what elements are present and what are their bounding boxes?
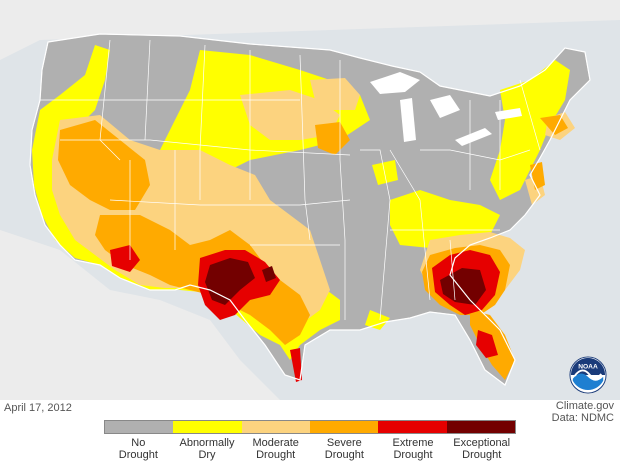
legend-label-severe: Severe Drought — [310, 437, 379, 461]
connecticut-orange — [540, 115, 568, 135]
us-outline — [29, 33, 591, 386]
drought-map-svg — [0, 0, 620, 400]
dakota-tan — [240, 90, 340, 140]
lake-michigan — [400, 98, 416, 142]
legend-label-line2: Drought — [462, 449, 502, 461]
legend-label-abnormally-dry: Abnormally Dry — [173, 437, 242, 461]
legend-label-line1: Exceptional — [453, 437, 511, 449]
illinois-yellow — [372, 160, 398, 185]
credit-data-source: Data: NDMC — [551, 412, 614, 424]
noaa-text: NOAA — [578, 363, 598, 370]
legend-swatch-severe — [309, 421, 379, 433]
noaa-logo-icon: NOAA — [569, 356, 607, 394]
legend-swatch-exceptional — [446, 421, 515, 433]
canada-land — [0, 0, 620, 60]
legend-swatch-abnormally-dry — [173, 421, 242, 433]
credit-site: Climate.gov — [555, 400, 614, 412]
tennessee-yellow — [390, 190, 500, 248]
legend-label-line1: Extreme — [392, 437, 434, 449]
legend-labels: No Drought Abnormally Dry Moderate Droug… — [104, 437, 516, 461]
legend-label-moderate: Moderate Drought — [241, 437, 310, 461]
legend-label-line1: No — [131, 437, 146, 449]
legend-label-line2: Drought — [393, 449, 433, 461]
gulf-yellow — [365, 310, 390, 330]
legend-label-line2: Drought — [256, 449, 296, 461]
legend-label-line1: Abnormally — [179, 437, 235, 449]
legend-bar — [104, 420, 516, 434]
lake-huron — [430, 95, 460, 118]
nevada-orange — [58, 120, 150, 210]
legend-label-line1: Severe — [326, 437, 362, 449]
legend-label-line2: Dry — [198, 449, 216, 461]
legend-label-line2: Drought — [118, 449, 158, 461]
legend-label-no-drought: No Drought — [104, 437, 173, 461]
iowa-orange — [315, 122, 350, 155]
lake-superior — [370, 72, 420, 94]
legend-label-line2: Drought — [324, 449, 364, 461]
south-texas-red — [290, 348, 302, 382]
mexico-land — [0, 230, 280, 400]
legend-swatch-no-drought — [105, 421, 174, 433]
credit-block: Climate.gov Data: NDMC — [552, 400, 614, 424]
legend-swatch-extreme — [378, 421, 447, 433]
central-texas-darkred — [262, 266, 276, 282]
florida-red — [476, 330, 498, 358]
lake-erie — [455, 128, 492, 146]
state-borders — [40, 39, 541, 321]
legend-label-extreme: Extreme Drought — [379, 437, 448, 461]
great-lakes — [370, 72, 522, 146]
arizona-red — [110, 245, 140, 272]
northeast-yellow — [490, 60, 570, 200]
legend-label-line1: Moderate — [252, 437, 299, 449]
drought-map: NOAA — [0, 0, 620, 400]
lake-ontario — [495, 108, 522, 120]
legend-swatch-moderate — [241, 421, 310, 433]
footer: April 17, 2012 Climate.gov Data: NDMC No… — [0, 400, 620, 464]
minnesota-tan — [310, 78, 360, 110]
legend-label-exceptional: Exceptional Drought — [447, 437, 516, 461]
map-date: April 17, 2012 — [4, 402, 72, 414]
